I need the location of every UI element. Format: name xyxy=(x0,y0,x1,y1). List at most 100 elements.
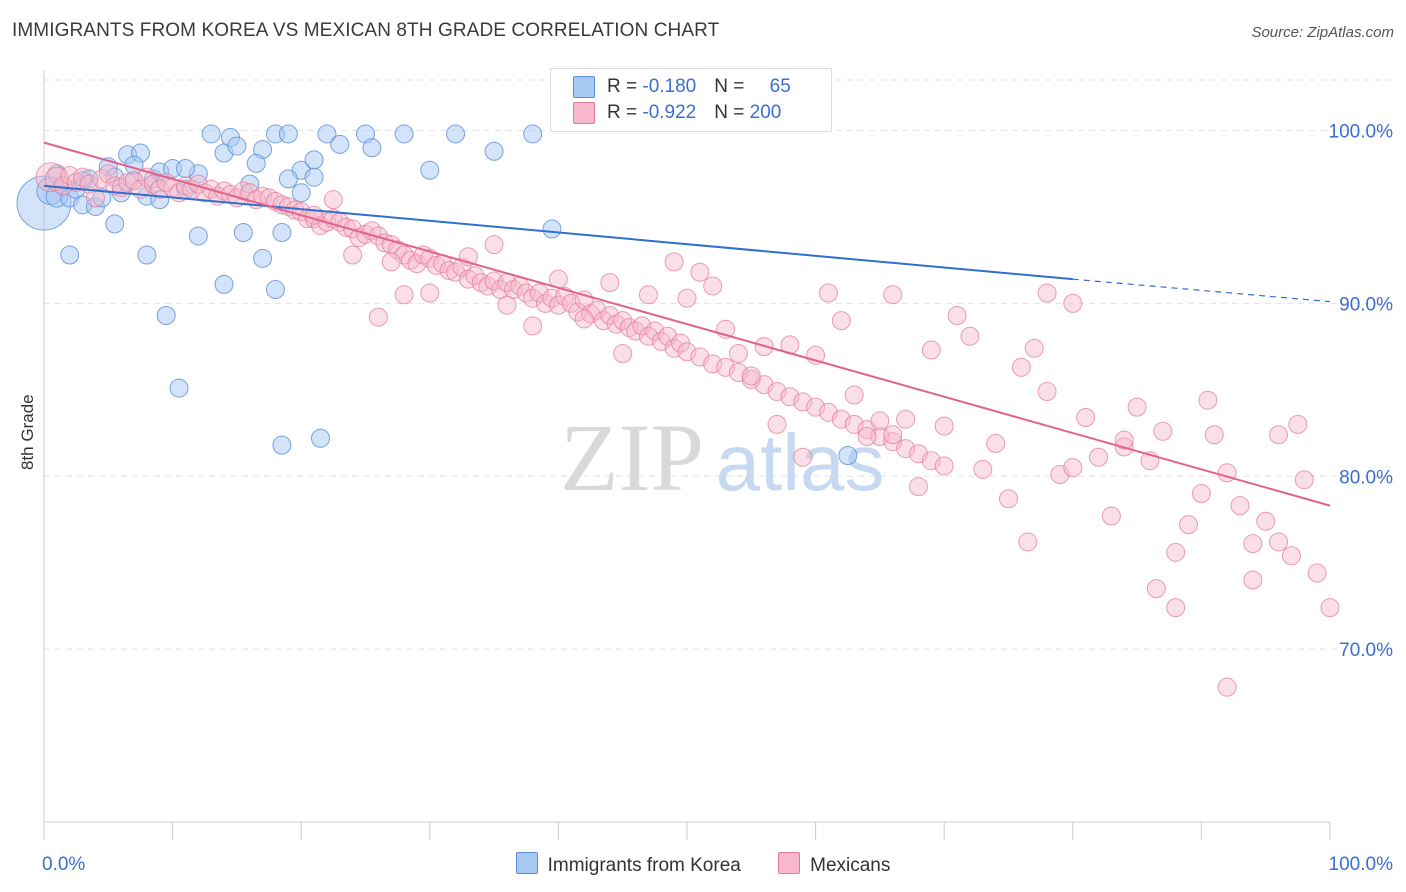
korea-point xyxy=(214,274,234,294)
korea-point xyxy=(304,167,324,187)
mexican-point xyxy=(664,252,684,272)
mexican-point xyxy=(600,273,620,293)
korea-legend-swatch xyxy=(515,852,538,874)
mexican-point xyxy=(1101,506,1121,526)
chart-title: IMMIGRANTS FROM KOREA VS MEXICAN 8TH GRA… xyxy=(12,20,720,41)
korea-point xyxy=(137,245,157,265)
correlation-legend: R = -0.180 N = 65 R = -0.922 N = 200 xyxy=(550,68,832,132)
mexican-point xyxy=(626,321,646,341)
mexican-point xyxy=(98,164,118,184)
mexican-legend-swatch xyxy=(778,852,801,874)
mexican-r-label: R = xyxy=(607,102,643,124)
korea-point xyxy=(362,138,382,158)
mexican-point xyxy=(1217,677,1237,697)
korea-point xyxy=(278,124,298,144)
mexican-point xyxy=(703,276,723,296)
mexican-point xyxy=(1024,338,1044,358)
mexican-point xyxy=(85,188,105,208)
mexican-point xyxy=(677,288,697,308)
mexican-point xyxy=(921,340,941,360)
mexican-point xyxy=(806,397,826,417)
korea-point xyxy=(310,428,330,448)
mexican-point xyxy=(831,409,851,429)
korea-point xyxy=(92,188,112,208)
mexican-n-value: 200 xyxy=(749,102,782,124)
mexican-point xyxy=(1198,390,1218,410)
legend-item-mexican: Mexicans xyxy=(778,852,890,877)
mexican-point xyxy=(1281,546,1301,566)
mexican-point xyxy=(896,409,916,429)
mexican-point xyxy=(973,459,993,479)
mexican-point xyxy=(362,221,382,241)
mexican-point xyxy=(934,456,954,476)
mexican-point xyxy=(401,250,421,270)
mexican-point xyxy=(716,357,736,377)
mexican-point xyxy=(883,425,903,445)
korea-point xyxy=(394,124,414,144)
mexican-point xyxy=(1179,515,1199,535)
x-tick-label-max: 100.0% xyxy=(1329,854,1394,875)
korea-point xyxy=(291,183,311,203)
legend-row-mexican: R = -0.922 N = 200 xyxy=(573,102,781,126)
mexican-point xyxy=(497,295,517,315)
mexican-point xyxy=(478,276,498,296)
mexican-point xyxy=(1037,382,1057,402)
trendlines xyxy=(43,141,1331,507)
korea-n-label: N = xyxy=(714,76,750,98)
mexican-point xyxy=(741,366,761,386)
mexican-point xyxy=(368,307,388,327)
korea-point xyxy=(330,134,350,154)
korea-point xyxy=(169,378,189,398)
mexican-point xyxy=(1089,447,1109,467)
korea-point xyxy=(265,280,285,300)
mexican-point xyxy=(793,392,813,412)
mexican-point xyxy=(343,245,363,265)
mexican-point xyxy=(1018,532,1038,552)
mexican-point xyxy=(999,489,1018,509)
mexican-point xyxy=(831,311,851,331)
korea-point xyxy=(253,248,273,268)
korea-point xyxy=(233,223,253,243)
mexican-r-value: -0.922 xyxy=(642,102,697,124)
y-tick-label: 80.0% xyxy=(1339,467,1393,488)
mexican-point xyxy=(767,382,787,402)
mexican-point xyxy=(523,288,543,308)
korea-point xyxy=(446,124,466,144)
mexican-swatch xyxy=(573,102,595,124)
korea-points xyxy=(16,124,858,466)
mexican-point xyxy=(896,439,916,459)
korea-point xyxy=(227,136,247,156)
y-axis-label: 8th Grade xyxy=(18,394,37,470)
mexican-point xyxy=(1127,397,1147,417)
mexican-point xyxy=(908,477,928,497)
mexican-point xyxy=(677,342,697,362)
mexican-point xyxy=(381,252,401,272)
mexican-point xyxy=(844,414,864,434)
mexican-point xyxy=(883,285,903,305)
y-tick-label: 100.0% xyxy=(1329,122,1394,143)
mexican-point xyxy=(1153,421,1173,441)
korea-point xyxy=(838,446,858,466)
mexican-point xyxy=(638,285,658,305)
mexican-point xyxy=(1294,470,1314,490)
mexican-point xyxy=(574,309,594,329)
mexican-point xyxy=(1204,425,1224,445)
mexican-point xyxy=(947,305,967,325)
mexican-point xyxy=(439,261,459,281)
korea-r-value: -0.180 xyxy=(642,76,697,98)
mexican-point xyxy=(105,176,125,196)
mexican-point xyxy=(388,240,408,260)
mexican-n-label: N = xyxy=(714,102,750,124)
mexican-point xyxy=(1269,532,1289,552)
korea-n-value: 65 xyxy=(769,76,791,98)
mexican-point xyxy=(1166,598,1186,618)
korea-point xyxy=(246,153,266,173)
mexican-point xyxy=(1320,598,1340,618)
mexican-point xyxy=(960,326,980,346)
korea-point xyxy=(156,305,176,325)
mexican-point xyxy=(767,414,787,434)
korea-point xyxy=(523,124,543,144)
mexican-point xyxy=(1076,407,1096,427)
tick-labels: 70.0% 80.0% 90.0% 100.0% 0.0% 100.0% xyxy=(42,122,1393,875)
